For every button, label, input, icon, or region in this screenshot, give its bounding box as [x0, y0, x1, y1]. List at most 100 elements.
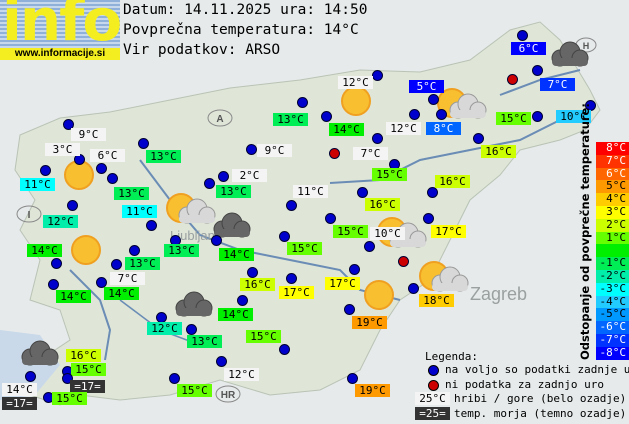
station-dot[interactable]	[325, 213, 336, 224]
station-dot[interactable]	[204, 178, 215, 189]
station-dot[interactable]	[286, 200, 297, 211]
country-marker	[215, 385, 241, 403]
station-temperature-label: 14°C	[329, 123, 364, 136]
cloud-icon	[213, 212, 251, 238]
station-dot[interactable]	[279, 231, 290, 242]
station-dot[interactable]	[428, 94, 439, 105]
station-dot[interactable]	[246, 144, 257, 155]
date-time: Datum: 14.11.2025 ura: 14:50	[123, 2, 368, 18]
station-temperature-label: 16°C	[365, 198, 400, 211]
station-dot[interactable]	[25, 371, 36, 382]
station-temperature-label: 16°C	[66, 349, 101, 362]
scale-row: -3°C	[596, 282, 629, 296]
station-temperature-label: 3°C	[45, 143, 80, 156]
station-dot[interactable]	[321, 111, 332, 122]
sea-temperature-label: =17=	[2, 397, 37, 410]
sea-temperature-label: =17=	[70, 380, 105, 393]
station-temperature-label: 10°C	[556, 110, 591, 123]
map-label-austria: A	[216, 114, 223, 125]
country-marker	[16, 205, 42, 223]
station-dot[interactable]	[111, 259, 122, 270]
station-dot[interactable]	[129, 245, 140, 256]
station-dot[interactable]	[96, 163, 107, 174]
station-dot[interactable]	[297, 97, 308, 108]
station-temperature-label: 15°C	[333, 225, 368, 238]
station-dot[interactable]	[357, 187, 368, 198]
sun-icon	[364, 280, 394, 310]
data-source: Vir podatkov: ARSO	[123, 42, 281, 58]
station-dot[interactable]	[372, 70, 383, 81]
station-dot[interactable]	[138, 138, 149, 149]
station-dot[interactable]	[427, 187, 438, 198]
station-dot[interactable]	[349, 264, 360, 275]
no-data-station-dot[interactable]	[398, 256, 409, 267]
station-temperature-label: 13°C	[216, 185, 251, 198]
station-temperature-label: 13°C	[164, 244, 199, 257]
station-temperature-label: 16°C	[435, 175, 470, 188]
station-temperature-label: 5°C	[409, 80, 444, 93]
station-dot[interactable]	[364, 241, 375, 252]
station-dot[interactable]	[423, 213, 434, 224]
station-dot[interactable]	[237, 295, 248, 306]
no-data-station-dot[interactable]	[507, 74, 518, 85]
station-temperature-label: 13°C	[125, 257, 160, 270]
station-dot[interactable]	[146, 220, 157, 231]
scale-title: Odstopanje od povprečne temperature:	[578, 103, 592, 360]
station-dot[interactable]	[344, 304, 355, 315]
scale-row: -1°C	[596, 256, 629, 270]
station-dot[interactable]	[408, 283, 419, 294]
station-temperature-label: 18°C	[419, 294, 454, 307]
station-temperature-label: 17°C	[325, 277, 360, 290]
station-dot[interactable]	[40, 165, 51, 176]
station-temperature-label: 19°C	[352, 316, 387, 329]
station-dot[interactable]	[51, 258, 62, 269]
cloud-icon	[175, 291, 213, 317]
station-temperature-label: 11°C	[293, 185, 328, 198]
station-dot[interactable]	[169, 373, 180, 384]
station-dot[interactable]	[216, 356, 227, 367]
station-dot[interactable]	[63, 119, 74, 130]
station-dot[interactable]	[211, 235, 222, 246]
station-dot[interactable]	[347, 373, 358, 384]
station-dot[interactable]	[286, 273, 297, 284]
station-dot[interactable]	[62, 373, 73, 384]
logo-background: info	[0, 0, 120, 48]
station-temperature-label: 11°C	[122, 205, 157, 218]
average-temperature: Povprečna temperatura: 14°C	[123, 22, 359, 38]
legend-mountain-sample: 25°C	[415, 392, 450, 405]
station-dot[interactable]	[186, 324, 197, 335]
station-dot[interactable]	[532, 111, 543, 122]
station-temperature-label: 16°C	[240, 278, 275, 291]
station-dot[interactable]	[67, 200, 78, 211]
station-dot[interactable]	[48, 279, 59, 290]
station-dot[interactable]	[436, 109, 447, 120]
station-dot[interactable]	[279, 344, 290, 355]
legend-sea-row: =25= temp. morja (temno ozadje)	[415, 407, 626, 420]
map-label-croatia: HR	[221, 390, 236, 401]
station-dot[interactable]	[473, 133, 484, 144]
scale-row	[596, 244, 629, 258]
station-dot[interactable]	[96, 277, 107, 288]
station-dot[interactable]	[107, 173, 118, 184]
legend-sea-text: temp. morja (temno ozadje)	[454, 407, 627, 420]
scale-row: 3°C	[596, 205, 629, 219]
station-dot[interactable]	[218, 171, 229, 182]
station-temperature-label: 14°C	[27, 244, 62, 257]
station-dot[interactable]	[517, 30, 528, 41]
station-temperature-label: 15°C	[287, 242, 322, 255]
station-dot[interactable]	[532, 65, 543, 76]
scale-row: 5°C	[596, 180, 629, 194]
logo[interactable]: info www.informacije.si	[0, 0, 120, 60]
station-dot[interactable]	[372, 133, 383, 144]
scale-row: -4°C	[596, 295, 629, 309]
station-temperature-label: 9°C	[71, 128, 106, 141]
station-temperature-label: 13°C	[114, 187, 149, 200]
station-dot[interactable]	[247, 267, 258, 278]
deviation-scale: 8°C 7°C 6°C 5°C 4°C 3°C 2°C 1°C -1°C -2°C -3°C -4°C…	[596, 141, 629, 360]
scale-row: 4°C	[596, 192, 629, 206]
sun-cloud-icon	[419, 261, 469, 292]
no-data-station-dot[interactable]	[329, 148, 340, 159]
logo-url-link[interactable]: www.informacije.si	[0, 48, 120, 60]
station-dot[interactable]	[409, 109, 420, 120]
station-temperature-label: 16°C	[481, 145, 516, 158]
